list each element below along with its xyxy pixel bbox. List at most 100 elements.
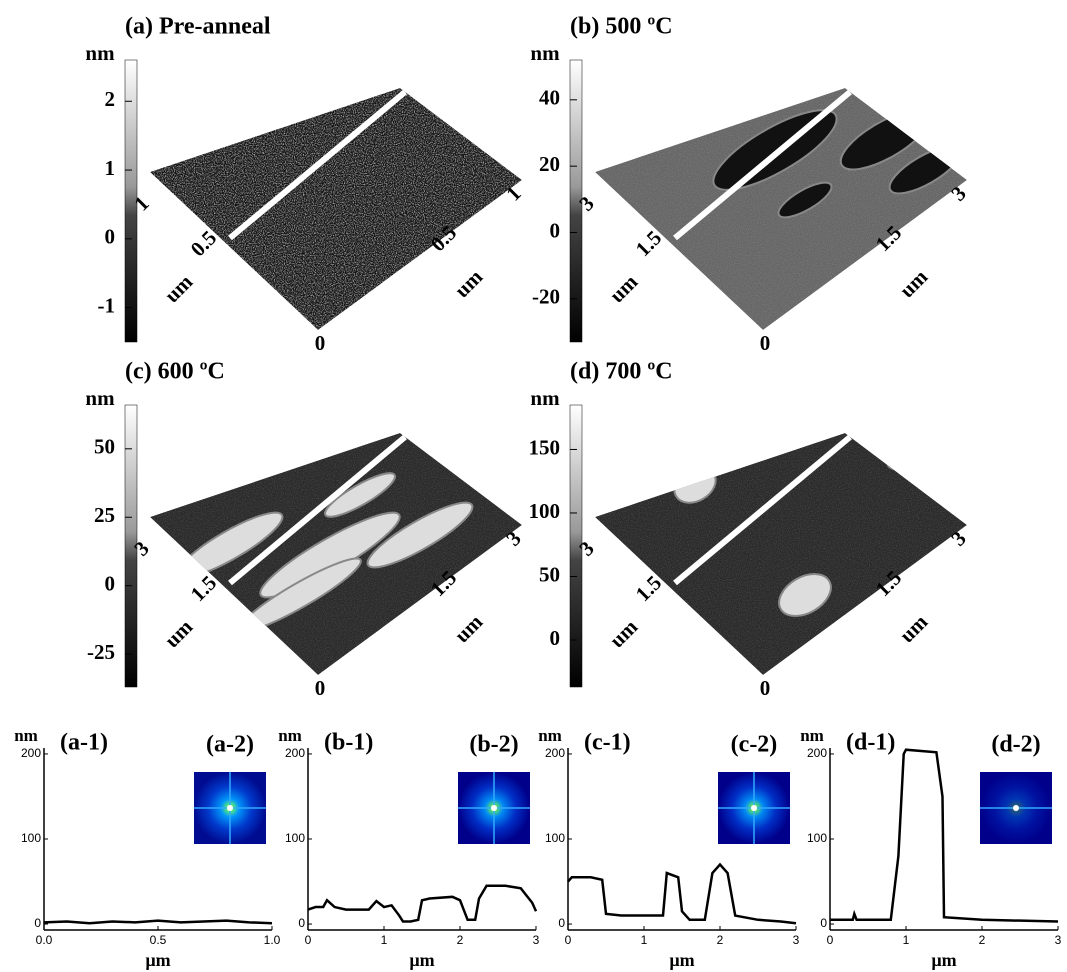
x-label: µm [409, 950, 434, 970]
y-label: nm [800, 726, 824, 745]
x-tick-label: 0 [827, 933, 834, 947]
x-tick-label: 3 [533, 933, 540, 947]
profile-chart: 0 100 200 0 1 2 3 nm µm (d-1) (d-2) [800, 726, 1061, 970]
chart-title: (c-1) [584, 730, 631, 756]
feature [366, 501, 474, 569]
afm-surface [150, 433, 522, 675]
profile-line [307, 884, 538, 923]
colorbar-tick-label: 2 [105, 87, 116, 111]
panel-title: (a) Pre-anneal [125, 14, 271, 40]
profile-chart: 0 100 200 0.0 0.5 1.0 nm µm (a-1) (a-2) [14, 726, 280, 970]
colorbar [569, 59, 583, 343]
y-tick-label: 0 [298, 916, 305, 930]
inset-label: (c-2) [731, 732, 778, 758]
colorbar [569, 404, 583, 688]
x-tick-label: 0 [305, 933, 312, 947]
y-label: nm [538, 726, 562, 745]
colorbar-tick-label: 0 [550, 626, 561, 650]
x-tick-label: 1.0 [264, 933, 281, 947]
profile-chart: 0 100 200 0 1 2 3 nm µm (c-1) (c-2) [538, 726, 799, 970]
colorbar-tick-label: -25 [87, 640, 115, 664]
afm-surface [595, 88, 967, 330]
y-tick-label: 100 [21, 831, 41, 845]
cut-line [673, 89, 852, 241]
y-tick-label: 100 [807, 831, 827, 845]
x-tick-label: 1 [903, 933, 910, 947]
y-tick-label: 200 [807, 746, 827, 760]
x-tick-label: 2 [979, 933, 986, 947]
axis-label: um [605, 614, 643, 652]
colorbar-unit: nm [85, 386, 115, 410]
panel-title: (d) 700 ºC [570, 359, 673, 385]
colorbar-tick-label: 100 [529, 499, 561, 523]
y-tick-label: 100 [285, 831, 305, 845]
axis-label: um [895, 264, 933, 302]
inset-label: (d-2) [991, 732, 1040, 758]
y-tick-label: 200 [21, 746, 41, 760]
noise [595, 433, 967, 675]
y-label: nm [278, 726, 302, 745]
axis-label: 0 [315, 676, 326, 700]
axis-label: 0 [760, 331, 771, 355]
colorbar-unit: nm [85, 41, 115, 65]
axis-label: um [160, 614, 198, 652]
afm-surface [150, 88, 522, 330]
profile-line [43, 919, 273, 925]
cut-line [228, 89, 407, 241]
inset-label: (b-2) [469, 732, 518, 758]
colorbar-unit: nm [530, 386, 560, 410]
axis-label: 0 [760, 676, 771, 700]
x-tick-label: 0.0 [36, 933, 53, 947]
y-tick-label: 200 [285, 746, 305, 760]
y-tick-label: 200 [545, 746, 565, 760]
colorbar-tick-label: 0 [550, 218, 561, 242]
colorbar [124, 404, 138, 688]
colorbar-tick-label: -20 [532, 285, 560, 309]
x-label: µm [669, 950, 694, 970]
profile-line [830, 748, 1059, 923]
colorbar-tick-label: 150 [529, 435, 561, 459]
chart-title: (d-1) [846, 730, 895, 756]
x-tick-label: 2 [717, 933, 724, 947]
colorbar-tick-label: 1 [105, 156, 116, 180]
colorbar-tick-label: 0 [105, 572, 116, 596]
panel-title: (c) 600 ºC [125, 359, 225, 385]
x-label: µm [931, 950, 956, 970]
x-tick-label: 1 [381, 933, 388, 947]
colorbar [124, 59, 138, 343]
feature [777, 181, 833, 219]
fft-center [227, 805, 233, 811]
colorbar-tick-label: 0 [105, 225, 116, 249]
axis-label: um [450, 264, 488, 302]
axis-label: um [605, 269, 643, 307]
afm-surface [595, 433, 967, 675]
noise [150, 88, 522, 330]
x-tick-label: 0.5 [150, 933, 167, 947]
cut-line [228, 434, 407, 586]
axis-label: um [160, 269, 198, 307]
x-tick-label: 1 [641, 933, 648, 947]
colorbar-tick-label: 25 [94, 503, 115, 527]
colorbar-tick-label: -1 [98, 293, 116, 317]
colorbar-tick-label: 50 [539, 562, 560, 586]
axis-label: um [895, 609, 933, 647]
chart-title: (a-1) [60, 730, 108, 756]
x-tick-label: 3 [1055, 933, 1062, 947]
profile-chart: 0 100 200 0 1 2 3 nm µm (b-1) (b-2) [278, 726, 539, 970]
axis-label: 0 [315, 331, 326, 355]
panel-title: (b) 500 ºC [570, 14, 673, 40]
x-tick-label: 0 [565, 933, 572, 947]
y-tick-label: 0 [820, 916, 827, 930]
fft-center [491, 805, 497, 811]
profile-line [567, 862, 797, 925]
fft-center [1013, 805, 1019, 811]
x-tick-label: 2 [457, 933, 464, 947]
chart-title: (b-1) [324, 730, 373, 756]
x-tick-label: 3 [793, 933, 800, 947]
feature [324, 472, 396, 518]
